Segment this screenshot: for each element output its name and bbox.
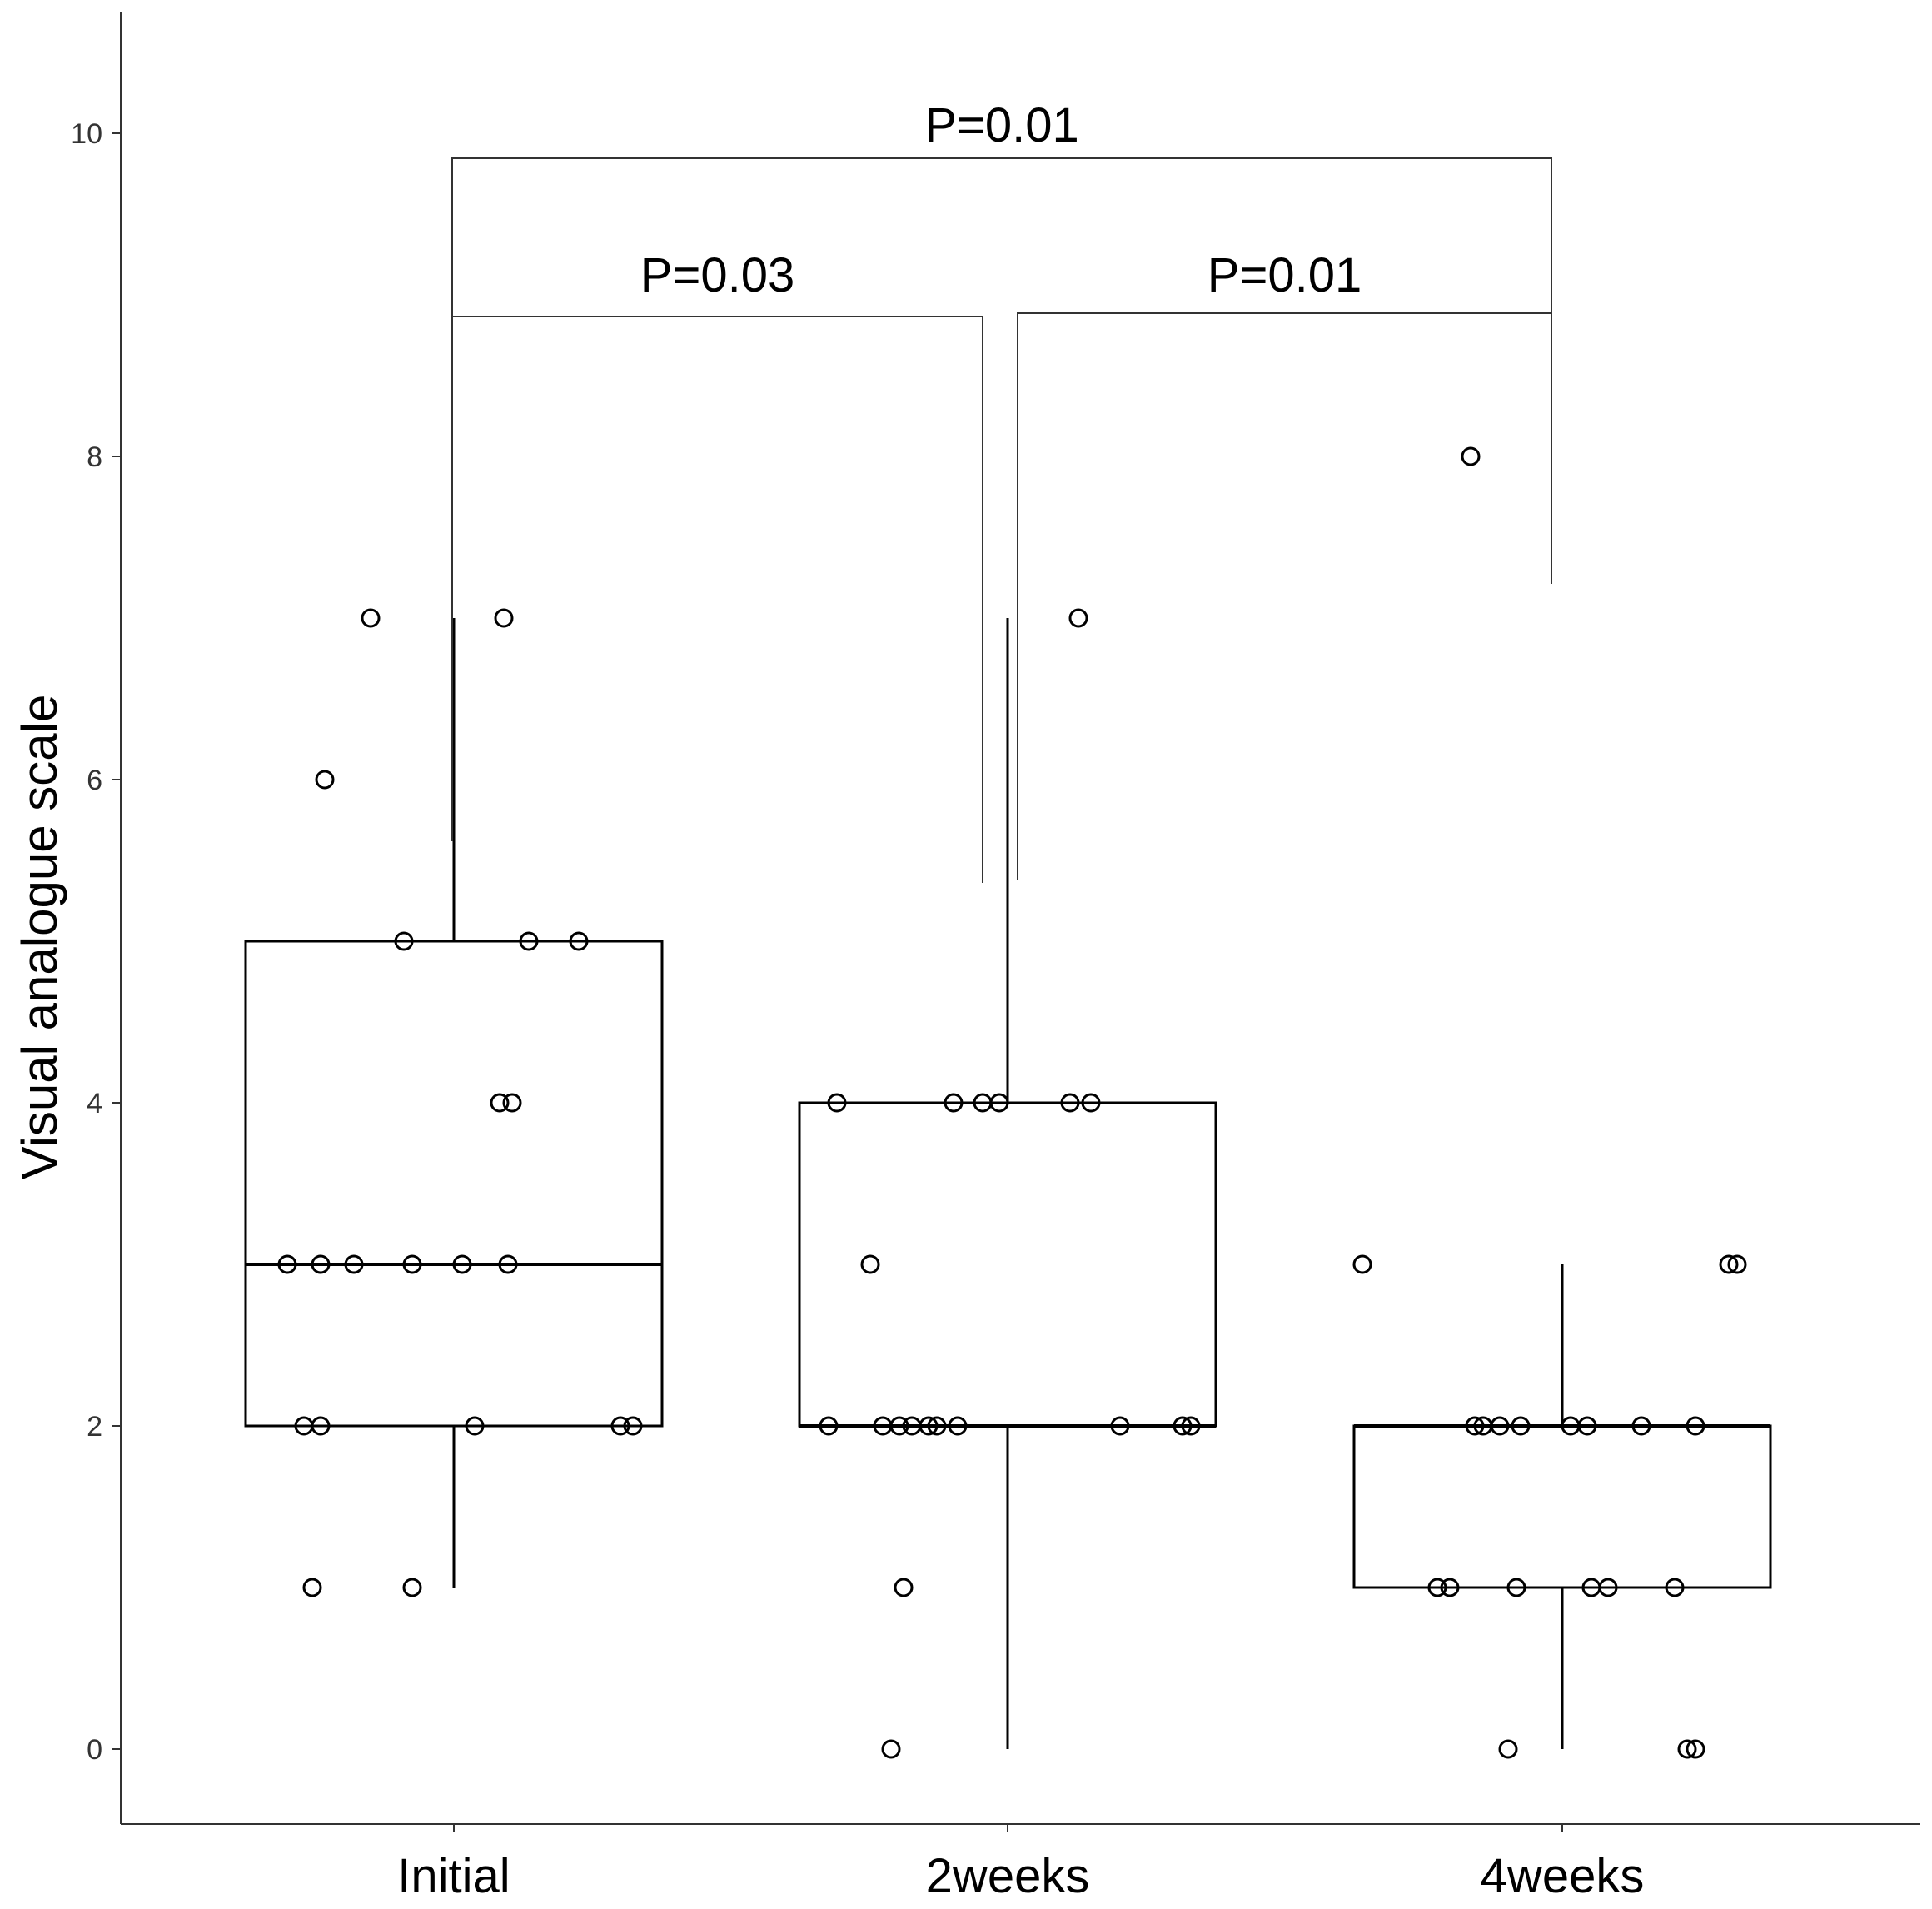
box-4weeks xyxy=(1352,1264,1772,1749)
data-point xyxy=(889,1416,909,1436)
y-tick-label: 10 xyxy=(71,118,102,150)
data-point xyxy=(1110,1416,1130,1436)
data-point xyxy=(1440,1578,1460,1597)
data-point xyxy=(1598,1578,1618,1597)
data-point xyxy=(1490,1416,1510,1436)
box-initial xyxy=(244,618,664,1588)
data-point xyxy=(1352,1254,1372,1274)
data-point xyxy=(402,1254,422,1274)
points-4weeks xyxy=(1352,446,1747,1759)
data-point xyxy=(361,608,381,628)
x-tick-label: 2weeks xyxy=(926,1849,1090,1903)
data-point xyxy=(344,1254,364,1274)
data-point xyxy=(498,1254,518,1274)
data-point xyxy=(944,1093,964,1113)
y-tick-label: 0 xyxy=(87,1734,102,1766)
data-point xyxy=(881,1739,901,1759)
data-point xyxy=(394,931,414,951)
data-point xyxy=(1068,608,1088,628)
data-point xyxy=(927,1416,947,1436)
data-point xyxy=(860,1254,880,1274)
data-point xyxy=(1577,1416,1597,1436)
data-point xyxy=(819,1416,839,1436)
y-tick-label: 2 xyxy=(87,1411,102,1443)
y-axis-label: Visual analogue scale xyxy=(12,695,67,1180)
bracket-line xyxy=(451,157,1552,429)
box-2weeks xyxy=(798,618,1217,1749)
data-point xyxy=(948,1416,968,1436)
points-2weeks xyxy=(819,608,1201,1759)
data-point xyxy=(610,1416,630,1436)
comparison-bracket: P=0.01 xyxy=(451,98,1552,429)
data-point xyxy=(402,1578,422,1597)
data-point xyxy=(1427,1578,1447,1597)
data-point xyxy=(311,1416,331,1436)
data-point xyxy=(1506,1578,1526,1597)
data-point xyxy=(302,1578,322,1597)
data-point xyxy=(1461,446,1481,466)
data-point xyxy=(1686,1416,1705,1436)
data-point xyxy=(1181,1416,1201,1436)
data-point xyxy=(490,1093,510,1113)
data-point xyxy=(1727,1254,1747,1274)
comparison-bracket: P=0.03 xyxy=(451,248,983,883)
bracket-line xyxy=(451,316,983,883)
x-tick-label: 4weeks xyxy=(1481,1849,1645,1903)
data-point xyxy=(465,1416,485,1436)
data-point xyxy=(1686,1739,1705,1759)
points-initial xyxy=(277,608,643,1597)
iqr-box xyxy=(1352,1424,1772,1589)
y-tick-label: 6 xyxy=(87,765,102,796)
x-tick-label: Initial xyxy=(397,1849,510,1903)
y-tick-label: 4 xyxy=(87,1088,102,1119)
data-point xyxy=(623,1416,643,1436)
axes: 0 2 4 6 8 10 Initial 2weeks 4weeks xyxy=(71,12,1920,1903)
data-point xyxy=(311,1254,331,1274)
data-point xyxy=(1081,1093,1101,1113)
data-point xyxy=(919,1416,939,1436)
data-point xyxy=(1498,1739,1518,1759)
p-value-label: P=0.03 xyxy=(640,248,794,302)
significance-brackets: P=0.01 P=0.03 P=0.01 xyxy=(451,98,1552,883)
data-point xyxy=(989,1093,1009,1113)
data-points xyxy=(277,446,1747,1759)
data-point xyxy=(519,931,539,951)
y-tick-label: 8 xyxy=(87,441,102,473)
data-point xyxy=(452,1254,472,1274)
data-point xyxy=(1665,1578,1685,1597)
data-point xyxy=(894,1578,914,1597)
boxes xyxy=(244,618,1772,1749)
iqr-box xyxy=(244,940,664,1428)
data-point xyxy=(569,931,589,951)
data-point xyxy=(1719,1254,1739,1274)
p-value-label: P=0.01 xyxy=(1208,248,1362,302)
data-point xyxy=(1173,1416,1193,1436)
comparison-bracket: P=0.01 xyxy=(1017,248,1552,880)
data-point xyxy=(1631,1416,1651,1436)
data-point xyxy=(1465,1416,1485,1436)
data-point xyxy=(827,1093,847,1113)
data-point xyxy=(1511,1416,1531,1436)
data-point xyxy=(1677,1739,1697,1759)
data-point xyxy=(494,608,514,628)
data-point xyxy=(1060,1093,1080,1113)
data-point xyxy=(502,1093,522,1113)
bracket-line xyxy=(1017,312,1552,880)
p-value-label: P=0.01 xyxy=(924,98,1078,152)
data-point xyxy=(315,770,335,790)
data-point xyxy=(277,1254,297,1274)
